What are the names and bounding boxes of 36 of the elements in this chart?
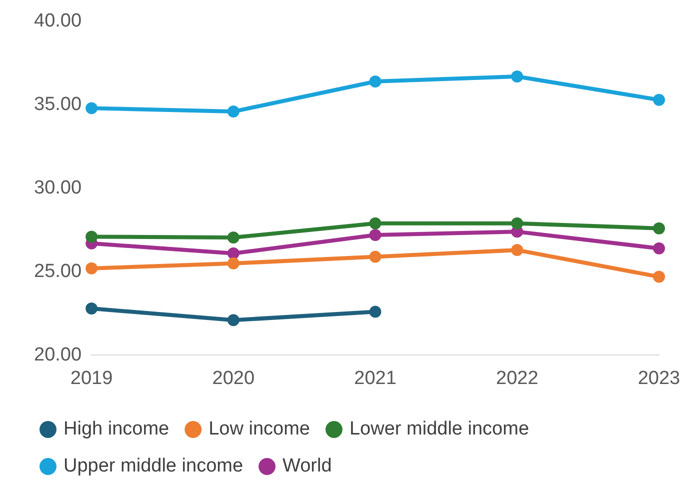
legend-label: Low income (208, 418, 310, 440)
y-tick-label: 25.00 (34, 260, 82, 282)
point (511, 244, 524, 256)
legend-label: High income (64, 418, 170, 440)
legend-label: Lower middle income (349, 418, 530, 440)
point (369, 217, 382, 230)
y-tick-label: 35.00 (34, 94, 82, 116)
y-tick-label: 30.00 (34, 178, 82, 199)
point (653, 242, 665, 254)
point (369, 250, 382, 263)
x-tick-label: 2019 (70, 368, 113, 389)
point (86, 230, 98, 243)
y-tick-label: 40.00 (34, 10, 82, 32)
point (369, 229, 382, 242)
point (227, 257, 240, 270)
point (227, 247, 240, 260)
point (511, 217, 524, 230)
point (86, 302, 98, 314)
x-tick-label: 2022 (496, 368, 538, 389)
x-tick-label: 2021 (354, 368, 396, 389)
point (86, 262, 98, 274)
point (369, 75, 382, 88)
point (653, 270, 665, 283)
point (653, 94, 665, 106)
point (86, 102, 98, 114)
point (227, 232, 240, 244)
point (227, 314, 240, 326)
y-tick-label: 20.00 (34, 344, 82, 366)
legend-label: World (282, 456, 332, 477)
point (227, 106, 240, 118)
point (511, 70, 524, 82)
legend-label: Upper middle income (64, 456, 244, 477)
x-tick-label: 2020 (212, 368, 255, 389)
x-tick-label: 2023 (638, 368, 680, 389)
point (369, 306, 382, 318)
point (653, 222, 665, 234)
